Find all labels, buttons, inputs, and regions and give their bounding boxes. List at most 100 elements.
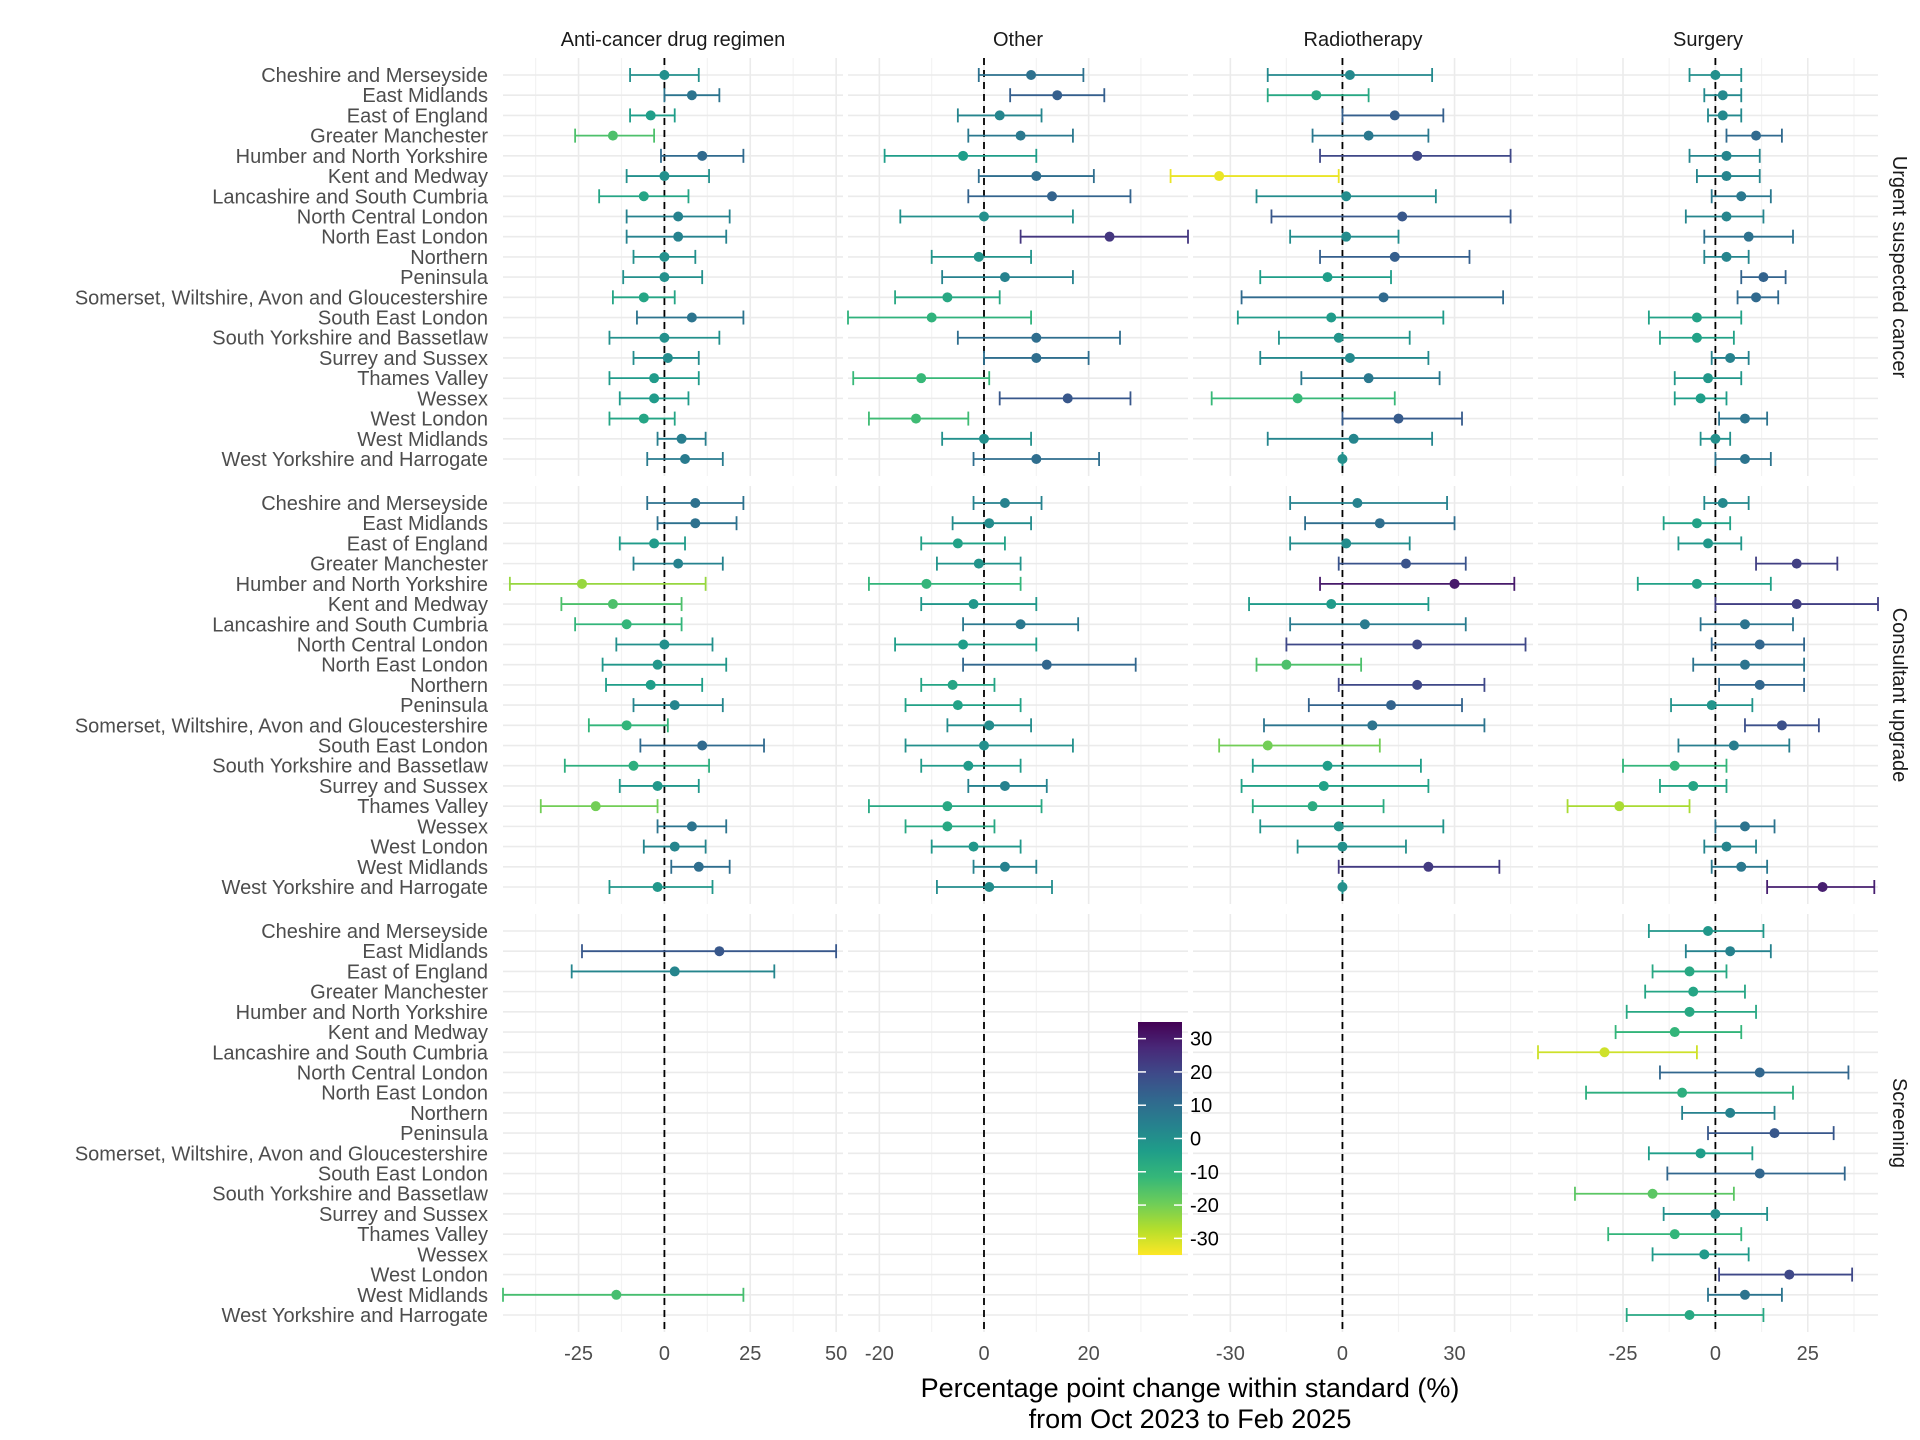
facet-column-title: Radiotherapy [1304, 29, 1423, 51]
data-point [659, 639, 670, 650]
data-point [958, 150, 969, 161]
data-point [686, 821, 697, 832]
data-point [1717, 110, 1728, 121]
data-point [1736, 861, 1747, 872]
data-point [1791, 599, 1802, 610]
data-point [1614, 801, 1625, 812]
y-tick-label: Kent and Medway [328, 1022, 488, 1044]
data-point [1677, 1087, 1688, 1098]
data-point [1352, 498, 1363, 508]
y-tick-label: Peninsula [400, 267, 489, 289]
colorbar-tick-label: -20 [1190, 1195, 1219, 1217]
y-tick-label: Peninsula [400, 695, 489, 717]
data-point [1412, 679, 1423, 690]
data-point [1691, 312, 1702, 323]
data-point [952, 538, 963, 549]
y-tick-label: Greater Manchester [310, 982, 488, 1004]
y-tick-label: Wessex [417, 816, 488, 838]
colorbar-tick-label: 0 [1190, 1129, 1201, 1151]
data-point [1015, 130, 1026, 141]
data-point [968, 599, 979, 610]
y-tick-label: Humber and North Yorkshire [236, 1002, 488, 1024]
data-point [659, 171, 670, 182]
y-tick-label: Northern [410, 675, 488, 697]
data-point [947, 679, 958, 690]
data-point [1754, 1067, 1765, 1078]
panel-1-3 [1566, 496, 1879, 894]
data-point [1691, 578, 1702, 589]
y-tick-label: Humber and North Yorkshire [236, 146, 488, 168]
y-tick-label: East of England [347, 961, 488, 983]
x-tick-label: 0 [1337, 1343, 1348, 1365]
data-point [1341, 538, 1352, 549]
data-point [1725, 352, 1736, 363]
data-point [680, 454, 691, 464]
facet-column-title: Surgery [1673, 29, 1743, 51]
data-point [1281, 659, 1292, 670]
data-point [669, 700, 680, 711]
y-tick-label: West Yorkshire and Harrogate [222, 877, 488, 899]
y-tick-label: East of England [347, 533, 488, 555]
data-point [952, 700, 963, 711]
y-tick-label: Humber and North Yorkshire [236, 574, 488, 596]
data-point [686, 312, 697, 323]
data-point [999, 498, 1010, 508]
data-point [984, 720, 995, 731]
panel-grid-2-2 [1193, 914, 1533, 1332]
y-tick-label: Somerset, Wiltshire, Avon and Gloucester… [75, 715, 488, 737]
x-tick-label: 0 [1710, 1343, 1721, 1365]
data-point [1717, 498, 1728, 508]
y-tick-label: South Yorkshire and Bassetlaw [212, 1184, 488, 1206]
y-tick-label: Lancashire and South Cumbria [212, 614, 489, 636]
y-tick-label: South Yorkshire and Bassetlaw [212, 328, 488, 350]
data-point [1739, 659, 1750, 670]
data-point [942, 821, 953, 832]
y-tick-label: South East London [318, 308, 488, 330]
data-point [1776, 720, 1787, 731]
data-point [1728, 740, 1739, 751]
data-point [693, 861, 704, 872]
data-point [690, 518, 701, 529]
panel-1-2 [1218, 496, 1527, 894]
data-point [1397, 211, 1408, 222]
data-point [1743, 231, 1754, 242]
data-point [1412, 150, 1423, 161]
data-point [1412, 639, 1423, 650]
data-point [1333, 332, 1344, 343]
data-point [690, 498, 701, 508]
data-point [621, 619, 632, 630]
data-point [1374, 518, 1385, 529]
panel-grid-0-0 [503, 58, 843, 476]
data-point [1214, 171, 1225, 182]
y-tick-label: East Midlands [362, 513, 488, 535]
data-point [1699, 1249, 1710, 1260]
data-point [1326, 599, 1337, 610]
data-point [1262, 740, 1273, 751]
data-point [645, 679, 656, 690]
data-point [1341, 191, 1352, 202]
y-tick-label: Peninsula [400, 1123, 489, 1145]
data-point [1710, 1208, 1721, 1219]
data-point [1688, 780, 1699, 791]
panel-1-0 [508, 496, 765, 894]
data-point [984, 518, 995, 529]
y-tick-label: Thames Valley [357, 1224, 488, 1246]
data-point [1710, 433, 1721, 444]
y-tick-label: West London [371, 409, 489, 431]
colorbar-tick-label: -30 [1190, 1228, 1219, 1250]
y-tick-label: East Midlands [362, 941, 488, 963]
data-point [1062, 393, 1073, 404]
y-tick-label: Lancashire and South Cumbria [212, 186, 489, 208]
y-tick-label: Thames Valley [357, 368, 488, 390]
data-point [659, 251, 670, 262]
y-tick-label: West Yorkshire and Harrogate [222, 449, 488, 471]
data-point [1599, 1047, 1610, 1058]
panel-grid-2-3 [1538, 914, 1878, 1332]
y-tick-label: South Yorkshire and Bassetlaw [212, 756, 488, 778]
data-point [1337, 841, 1348, 852]
facet-row-title: Screening [1888, 1078, 1910, 1168]
data-point [1684, 1310, 1695, 1320]
x-tick-label: 0 [978, 1343, 989, 1365]
y-tick-label: West London [371, 1265, 489, 1287]
y-tick-label: Cheshire and Merseyside [261, 65, 488, 87]
